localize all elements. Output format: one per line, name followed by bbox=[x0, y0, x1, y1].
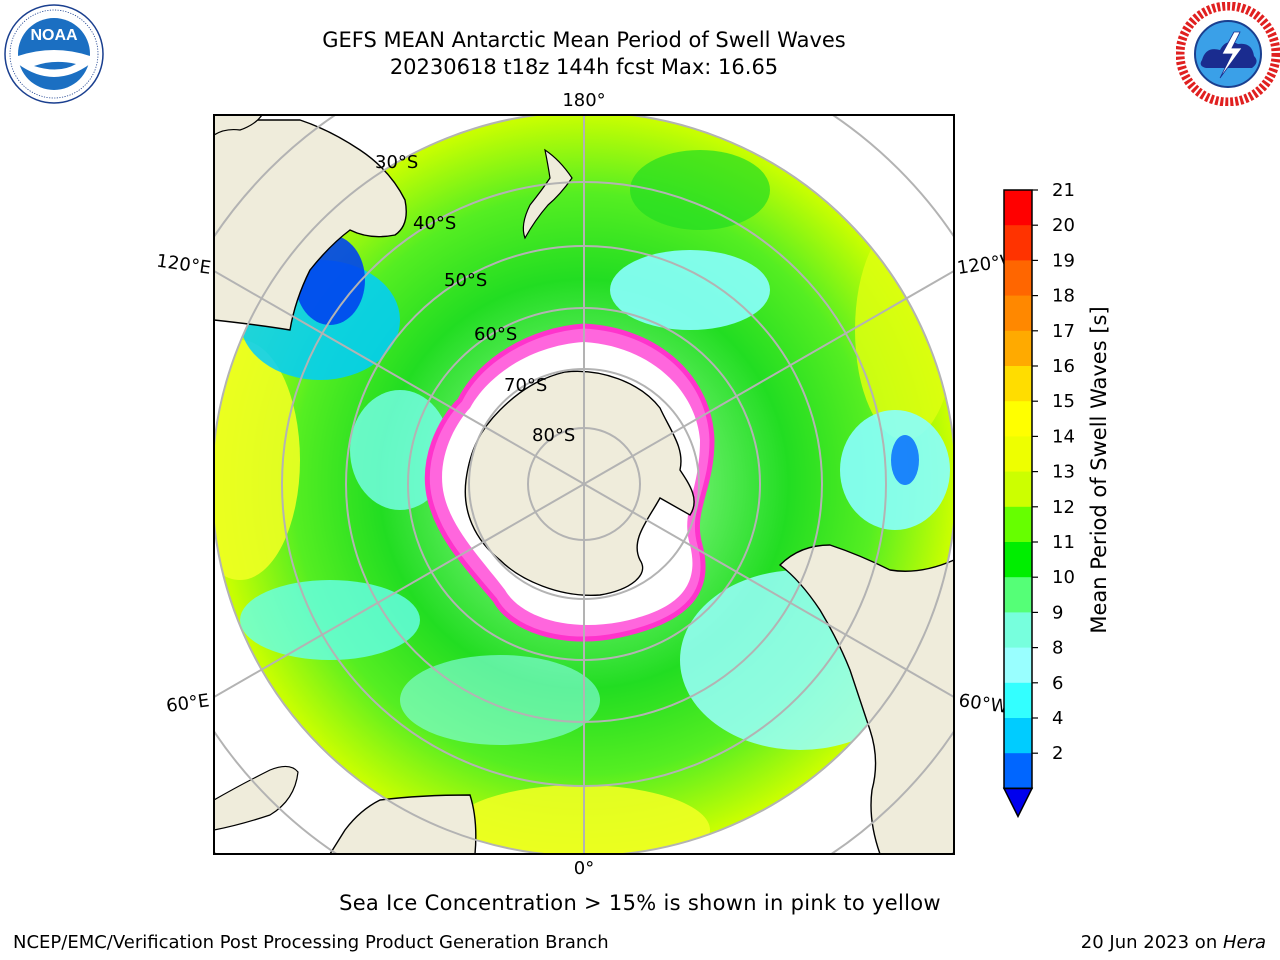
colorbar-swatch bbox=[1004, 753, 1032, 789]
colorbar-tick-label: 14 bbox=[1052, 426, 1075, 447]
colorbar-swatch bbox=[1004, 718, 1032, 754]
colorbar-swatch bbox=[1004, 190, 1032, 226]
colorbar-label: Mean Period of Swell Waves [s] bbox=[1087, 306, 1111, 633]
colorbar: 21 20 19 18 17 16 15 14 13 12 11 10 9 8 6 4 2 bbox=[1002, 180, 1075, 819]
branch-credit: NCEP/EMC/Verification Post Processing Pr… bbox=[13, 932, 609, 953]
lat-label-40s: 40°S bbox=[413, 213, 456, 234]
colorbar-swatch bbox=[1004, 577, 1032, 613]
lat-label-60s: 60°S bbox=[474, 324, 517, 345]
colorbar-tick-label: 17 bbox=[1052, 321, 1075, 342]
nws-logo-icon bbox=[1176, 2, 1280, 106]
colorbar-tick-label: 8 bbox=[1052, 638, 1063, 659]
colorbar-tick-label: 2 bbox=[1052, 743, 1063, 764]
australia-land bbox=[214, 119, 407, 331]
madagascar-land bbox=[214, 765, 299, 831]
run-host: Hera bbox=[1222, 932, 1266, 953]
colorbar-swatch bbox=[1004, 295, 1032, 332]
new-zealand-land bbox=[522, 148, 573, 240]
indonesia-land bbox=[214, 115, 263, 136]
colorbar-tick-label: 20 bbox=[1052, 215, 1075, 236]
lon-label-0: 0° bbox=[574, 858, 594, 879]
lon-label-180: 180° bbox=[562, 90, 605, 111]
lat-label-30s: 30°S bbox=[375, 152, 418, 173]
south-america-land bbox=[778, 544, 954, 854]
colorbar-swatch bbox=[1004, 647, 1032, 684]
lon-label-120e: 120°E bbox=[155, 251, 212, 279]
colorbar-swatch bbox=[1004, 401, 1032, 437]
colorbar-tick-label: 13 bbox=[1052, 462, 1075, 483]
colorbar-swatch bbox=[1004, 225, 1032, 261]
colorbar-tick-label: 18 bbox=[1052, 286, 1075, 307]
lat-label-70s: 70°S bbox=[504, 375, 547, 396]
africa-land bbox=[329, 794, 477, 854]
lat-label-50s: 50°S bbox=[444, 270, 487, 291]
run-date: 20 Jun 2023 on Hera bbox=[1081, 932, 1266, 953]
colorbar-tick-label: 15 bbox=[1052, 391, 1075, 412]
colorbar-tick-label: 9 bbox=[1052, 602, 1063, 623]
colorbar-tick-label: 4 bbox=[1052, 708, 1063, 729]
colorbar-swatch bbox=[1004, 436, 1032, 473]
colorbar-tick-label: 12 bbox=[1052, 497, 1075, 518]
colorbar-swatch bbox=[1004, 612, 1032, 649]
noaa-logo-icon: NOAA bbox=[4, 4, 104, 104]
colorbar-tick-label: 16 bbox=[1052, 356, 1075, 377]
colorbar-frame bbox=[1003, 189, 1033, 790]
colorbar-swatch bbox=[1004, 506, 1032, 543]
chart-subtitle: 20230618 t18z 144h fcst Max: 16.65 bbox=[389, 55, 779, 79]
colorbar-swatch bbox=[1004, 366, 1032, 402]
lat-label-80s: 80°S bbox=[532, 425, 575, 446]
noaa-logo-text: NOAA bbox=[30, 27, 78, 44]
colorbar-tick-label: 6 bbox=[1052, 673, 1063, 694]
colorbar-swatch bbox=[1004, 542, 1032, 578]
colorbar-swatch bbox=[1004, 330, 1032, 367]
colorbar-swatch bbox=[1004, 260, 1032, 297]
colorbar-tick-label: 11 bbox=[1052, 532, 1075, 553]
chart-title: GEFS MEAN Antarctic Mean Period of Swell… bbox=[322, 28, 846, 52]
colorbar-extend-arrow bbox=[1002, 787, 1034, 819]
colorbar-tick-label: 19 bbox=[1052, 250, 1075, 271]
sea-ice-note: Sea Ice Concentration > 15% is shown in … bbox=[339, 891, 941, 915]
lon-label-60e: 60°E bbox=[165, 690, 211, 717]
colorbar-swatch bbox=[1004, 471, 1032, 508]
colorbar-tick-label: 21 bbox=[1052, 180, 1075, 201]
colorbar-tick-label: 10 bbox=[1052, 567, 1075, 588]
colorbar-swatch bbox=[1004, 682, 1032, 719]
map-frame bbox=[213, 114, 955, 855]
graticule bbox=[214, 115, 954, 854]
lon-label-60w: 60°W bbox=[957, 690, 1009, 718]
map-frame-content: 30°S 40°S 50°S 60°S 70°S 80°S bbox=[214, 115, 954, 854]
run-date-text: 20 Jun 2023 on bbox=[1080, 932, 1223, 953]
